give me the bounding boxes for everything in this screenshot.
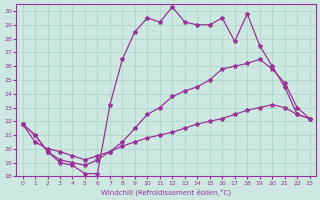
X-axis label: Windchill (Refroidissement éolien,°C): Windchill (Refroidissement éolien,°C) (101, 188, 231, 196)
